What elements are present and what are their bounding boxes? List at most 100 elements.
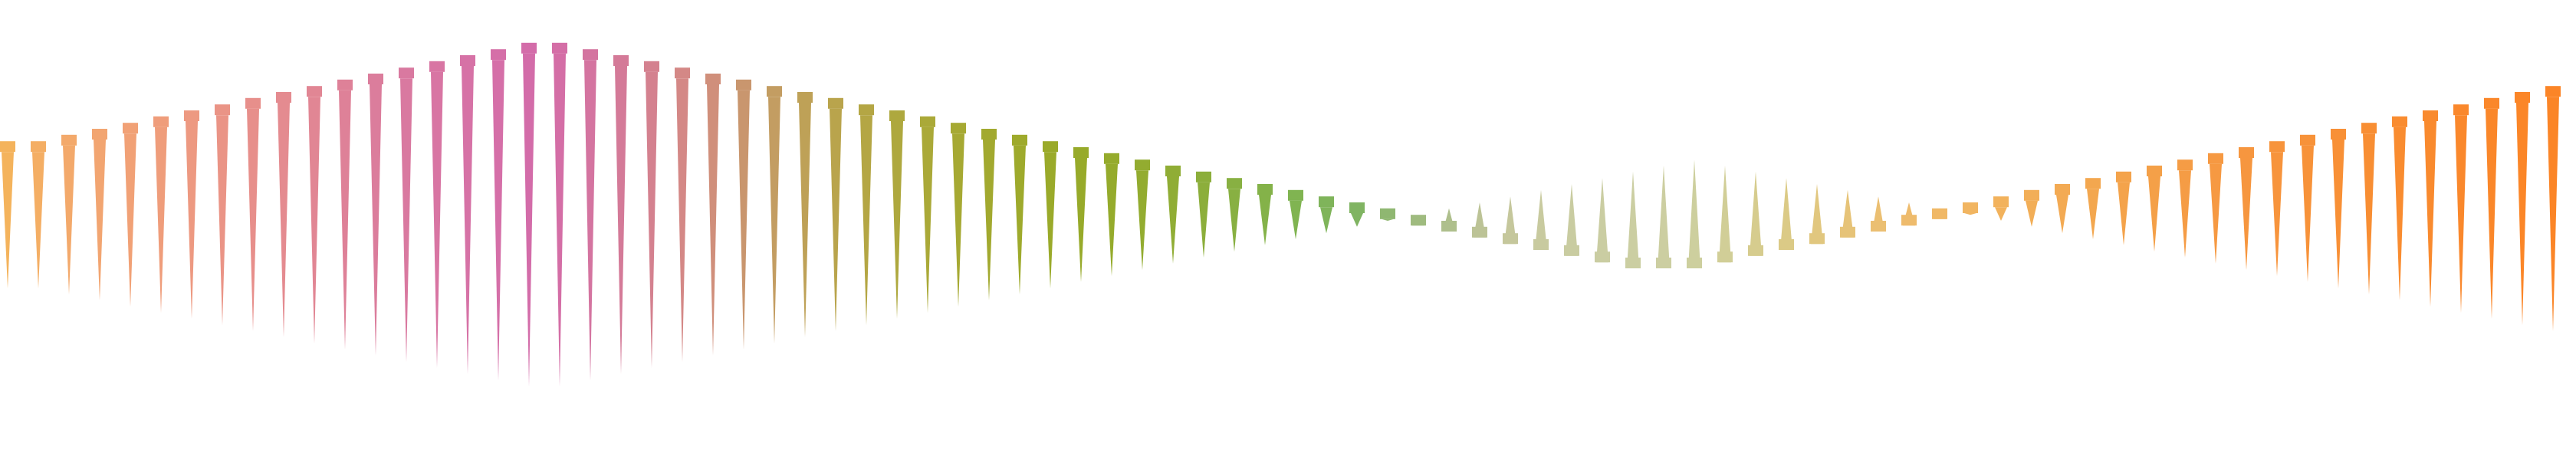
spike-cap (276, 92, 291, 103)
spike (0, 141, 15, 289)
spike-cap (1288, 189, 1303, 201)
spike-body (1780, 178, 1792, 250)
spike-cap (460, 55, 475, 66)
spike-body (2056, 195, 2068, 234)
spike-cap (2055, 184, 2070, 195)
spike (245, 97, 261, 332)
spike-body (2, 152, 14, 289)
spike-cap (1165, 166, 1181, 176)
spike (2024, 189, 2039, 227)
spike-cap (1993, 196, 2009, 208)
spike (1441, 208, 1457, 232)
spike-body (2486, 108, 2498, 319)
spike-cap (184, 110, 199, 121)
spike-body (2394, 127, 2406, 301)
spike (981, 129, 997, 301)
spike-body (2118, 182, 2130, 245)
spike-cap (92, 129, 107, 140)
spike-cap (2269, 141, 2285, 153)
spike-body (1535, 189, 1547, 250)
spike-body (1106, 163, 1118, 276)
spike-body (400, 78, 412, 363)
spike-cap (31, 141, 46, 153)
spike (1349, 202, 1365, 227)
spike-body (1351, 213, 1363, 227)
spike-cap (1043, 141, 1058, 153)
spike (491, 49, 506, 381)
spike-cap (521, 42, 537, 54)
spike-body (1290, 200, 1302, 239)
spike-body (1504, 196, 1516, 245)
spike-cap (2331, 129, 2346, 140)
spike (1595, 178, 1610, 263)
spike-body (2363, 133, 2375, 294)
spike-cap (552, 42, 567, 54)
spike-cap (1073, 147, 1089, 158)
spike-body (738, 90, 750, 350)
spike-body (799, 103, 811, 337)
spike-body (2332, 140, 2344, 289)
spike (2515, 92, 2530, 326)
spike-body (676, 78, 688, 363)
spike (1901, 202, 1917, 226)
spike (184, 110, 199, 319)
spike-body (1842, 189, 1854, 238)
spike (2085, 178, 2101, 239)
spike (2484, 97, 2499, 319)
spike-body (94, 140, 106, 301)
spike-body (1075, 158, 1087, 282)
spike-body (768, 97, 780, 344)
spike-body (124, 133, 136, 307)
spike (429, 61, 445, 369)
spike-cap (2024, 189, 2039, 201)
spike (123, 123, 138, 307)
spike-cap (2484, 97, 2499, 109)
spike (1104, 153, 1119, 276)
spike-cap (2116, 171, 2131, 182)
spike (1196, 171, 1211, 258)
spike (2300, 134, 2315, 282)
spike-body (1044, 152, 1056, 289)
spike-body (1228, 189, 1240, 252)
spike-body (2516, 103, 2528, 326)
spike-body (1136, 170, 1148, 271)
spike-cap (675, 67, 690, 79)
spike-body (922, 127, 934, 313)
spike (1809, 184, 1825, 245)
spike (31, 141, 46, 289)
spike-cap (123, 123, 138, 134)
spike-cap (2515, 92, 2530, 103)
spike (613, 55, 629, 374)
spike (1717, 166, 1733, 263)
spike-cap (307, 86, 322, 97)
spike (460, 55, 475, 374)
spike-body (1995, 207, 2007, 221)
spike-body (1750, 171, 1762, 256)
spike (1656, 166, 1671, 268)
spike (705, 74, 721, 356)
spike (215, 104, 230, 326)
spike-cap (1963, 202, 1978, 213)
spike-body (584, 60, 596, 381)
spike-body (1688, 159, 1700, 268)
spike (1840, 189, 1855, 238)
spike-cap (705, 74, 721, 84)
spike-body (1198, 182, 1210, 258)
spike-body (1658, 166, 1670, 268)
spike (1411, 215, 1426, 226)
spike-body (155, 127, 167, 313)
spike-cap (368, 74, 383, 84)
spike-cap (1104, 153, 1119, 164)
spike-cap (1135, 159, 1150, 171)
spike-cap (2545, 86, 2561, 97)
spike-cap (1196, 171, 1211, 182)
spike (1993, 196, 2009, 221)
spike-body (2179, 170, 2191, 258)
spike (1319, 196, 1334, 234)
spike (1533, 189, 1549, 250)
spike (2055, 184, 2070, 234)
spike-body (2424, 121, 2436, 307)
spike-cap (215, 104, 230, 116)
spike-body (554, 53, 566, 387)
